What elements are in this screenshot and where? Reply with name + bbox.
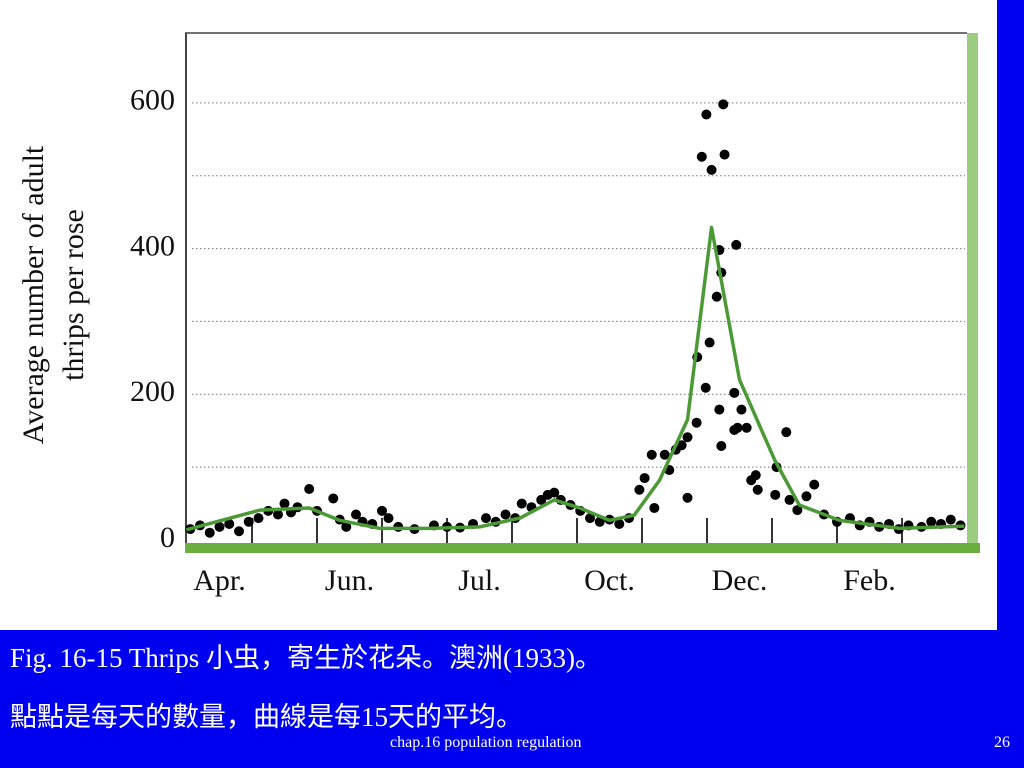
data-point [646,449,657,460]
y-axis-line [185,33,187,548]
data-point [781,427,792,438]
data-point [549,487,560,498]
right-bar [967,33,978,553]
data-point [585,513,595,524]
data-point [500,509,511,520]
data-point [634,484,645,495]
x-tick-label: Jun. [325,564,374,597]
data-point [926,516,937,527]
data-point [614,518,625,529]
data-point [729,387,740,398]
y-tick-label: 400 [130,229,175,262]
x-tick-label: Dec. [712,564,768,597]
data-point [234,526,244,537]
y-tick-label: 200 [130,375,175,408]
y-tick-label: 0 [160,521,175,554]
data-point [304,484,315,494]
data-point [801,491,812,502]
data-point [328,493,339,504]
data-point [682,432,693,443]
x-tick-label: Jul. [458,564,501,597]
caption: 點點是每天的數量，曲線是每15天的平均。 [10,702,523,732]
data-point [639,473,650,484]
data-point [809,479,820,490]
data-point [224,518,235,529]
page-number: 26 [994,734,1010,751]
data-point [341,521,352,532]
data-point [691,417,702,428]
data-point [945,514,956,525]
data-point [594,516,605,527]
data-point [682,492,693,503]
x-tick-label: Apr. [193,564,246,597]
data-point [649,502,660,513]
data-point [706,164,717,175]
data-point [741,422,752,433]
x-tick-label: Oct. [584,564,635,597]
data-point [243,516,254,527]
footer-text: chap.16 population regulation [390,734,582,751]
data-point [716,441,727,452]
data-point [719,149,730,160]
average-line [185,225,965,532]
data-point [736,404,747,415]
data-point [700,382,711,393]
data-point [732,422,743,433]
data-point [701,109,712,120]
data-point [792,505,803,516]
y-axis-label: Average number of adult [17,145,50,444]
y-tick-label: 600 [130,84,175,117]
data-point [516,498,527,509]
data-point [752,484,763,495]
data-point [253,513,264,524]
y-axis-label: thrips per rose [57,209,90,381]
data-point [784,494,795,505]
data-point [351,509,361,520]
chart: Average number of adult thrips per rose … [0,0,997,630]
data-point [770,489,781,500]
x-tick-label: Feb. [843,564,896,597]
x-axis-bar [185,543,980,553]
data-point [704,337,715,348]
data-point [696,151,707,162]
data-point [731,239,742,250]
data-point [718,99,729,110]
data-point [676,440,687,451]
data-point [279,498,290,509]
data-point [383,513,394,524]
data-point [714,404,725,415]
caption: Fig. 16-15 Thrips 小虫，寄生於花朵。澳洲(1933)。 [10,643,602,673]
data-point [204,527,215,538]
data-point [214,521,225,532]
data-point [711,291,722,302]
data-point [659,449,670,460]
data-point [481,513,491,524]
data-point [377,505,387,516]
data-point [750,470,761,481]
data-point [273,509,283,520]
